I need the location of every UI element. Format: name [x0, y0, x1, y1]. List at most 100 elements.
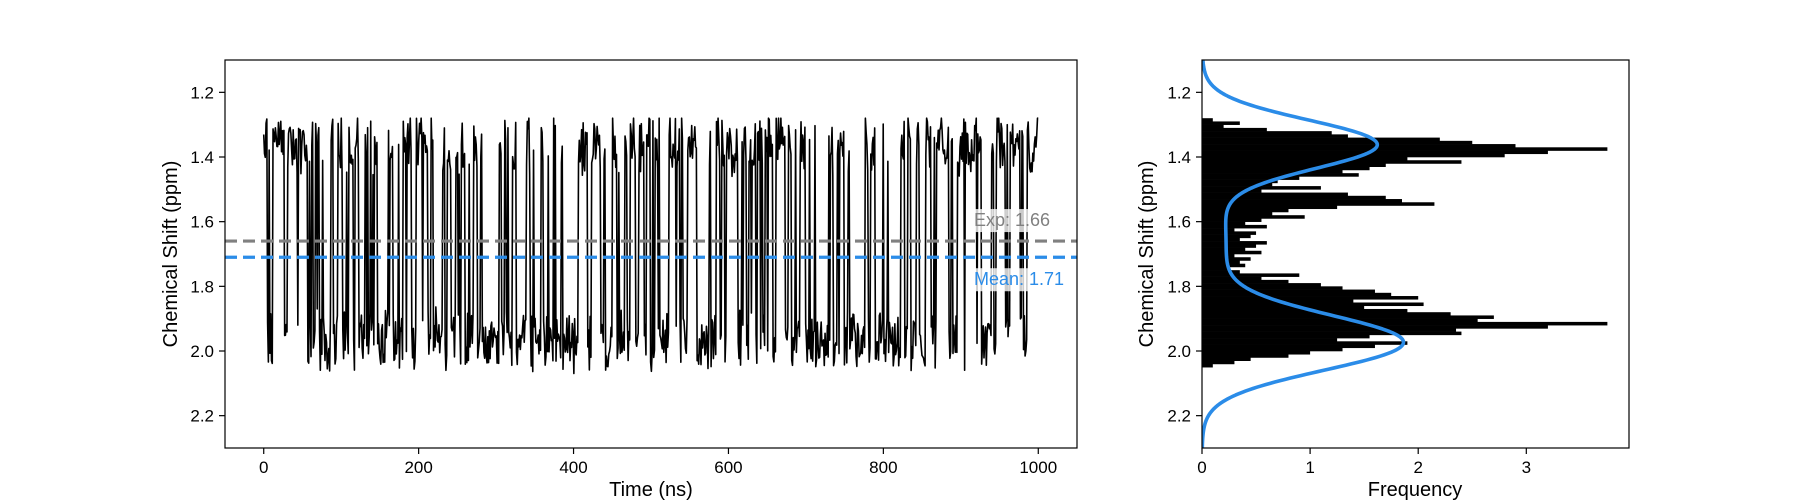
histogram-bar — [1202, 363, 1213, 368]
exp-label-background — [970, 209, 1075, 233]
histogram-bar — [1202, 147, 1608, 151]
left-x-tick-label: 600 — [714, 458, 742, 477]
left-y-tick-label: 1.4 — [190, 148, 214, 167]
histogram-bar — [1202, 318, 1478, 323]
histogram-bar — [1202, 211, 1273, 216]
histogram-bar — [1202, 273, 1300, 277]
histogram-bar — [1202, 296, 1419, 300]
histogram-bar — [1202, 192, 1348, 197]
left-x-ticks: 0 200 400 600 800 1000 — [259, 448, 1057, 477]
histogram-bar — [1202, 166, 1370, 171]
histogram-bar — [1202, 150, 1548, 155]
right-y-axis-label: Chemical Shift (ppm) — [1136, 161, 1158, 348]
exp-label: Exp: 1.66 — [974, 210, 1050, 230]
histogram-bar — [1202, 341, 1408, 345]
histogram-bar — [1202, 270, 1240, 274]
right-x-ticks: 0 1 2 3 — [1197, 448, 1531, 477]
left-y-tick-label: 1.8 — [190, 277, 214, 296]
histogram-bar — [1202, 118, 1213, 122]
histogram-bar — [1202, 302, 1424, 307]
histogram-bar — [1202, 199, 1402, 203]
histogram-bar — [1202, 308, 1408, 313]
histogram-bars — [1202, 118, 1608, 368]
histogram-bar — [1202, 279, 1289, 284]
right-x-tick-label: 1 — [1305, 458, 1314, 477]
histogram-bar — [1202, 182, 1273, 187]
histogram-bar — [1202, 163, 1386, 167]
histogram-bar — [1202, 292, 1392, 297]
histogram-bar — [1202, 221, 1246, 226]
histogram-bar — [1202, 231, 1257, 235]
histogram-bar — [1202, 305, 1365, 310]
histogram-bar — [1202, 140, 1473, 145]
histogram-bar — [1202, 208, 1289, 213]
histogram-bar — [1202, 360, 1235, 365]
histogram-bar — [1202, 247, 1246, 252]
right-y-tick-label: 1.2 — [1167, 83, 1191, 102]
histogram-bar — [1202, 131, 1332, 135]
histogram-bar — [1202, 263, 1246, 268]
histogram-bar — [1202, 315, 1494, 319]
histogram-bar — [1202, 218, 1262, 222]
right-x-axis-label: Frequency — [1368, 479, 1463, 500]
histogram-bar — [1202, 347, 1343, 352]
left-x-tick-label: 400 — [559, 458, 587, 477]
kde-layer — [1202, 60, 1406, 448]
histogram-bar — [1202, 354, 1289, 358]
left-x-tick-label: 0 — [259, 458, 268, 477]
right-y-tick-label: 1.8 — [1167, 277, 1191, 296]
histogram-bar — [1202, 160, 1462, 164]
histogram-bar — [1202, 331, 1462, 336]
histogram-bar — [1202, 338, 1338, 342]
right-x-tick-label: 0 — [1197, 458, 1206, 477]
mean-label-background — [970, 268, 1075, 292]
left-x-axis-label: Time (ns) — [609, 479, 693, 500]
histogram-bar — [1202, 127, 1267, 132]
histogram-bar — [1202, 124, 1224, 129]
kde-curve — [1202, 60, 1406, 448]
histogram-bar — [1202, 357, 1251, 361]
left-x-tick-label: 200 — [404, 458, 432, 477]
left-y-tick-label: 2.2 — [190, 407, 214, 426]
histogram-panel: 0 1 2 3 1.2 1.4 1.6 1.8 2.0 2.2 Frequency Chemic… — [1136, 59, 1630, 500]
histogram-bar — [1202, 334, 1370, 339]
right-y-ticks: 1.2 1.4 1.6 1.8 2.0 2.2 — [1167, 83, 1202, 426]
histogram-bar — [1202, 153, 1505, 158]
histogram-bar — [1202, 244, 1257, 248]
histogram-bar — [1202, 254, 1235, 258]
left-y-ticks: 1.2 1.4 1.6 1.8 2.0 2.2 — [190, 83, 225, 426]
trace-layer — [262, 117, 1039, 375]
histogram-bar — [1202, 215, 1305, 219]
left-y-tick-label: 1.6 — [190, 213, 214, 232]
histogram-bar — [1202, 173, 1359, 177]
histogram-bar — [1202, 157, 1408, 161]
histogram-bar — [1202, 250, 1262, 255]
histogram-bar — [1202, 137, 1440, 142]
mean-label: Mean: 1.71 — [974, 269, 1064, 289]
histogram-bar — [1202, 176, 1300, 180]
histogram-bar — [1202, 205, 1338, 210]
histogram-bar — [1202, 266, 1230, 271]
histogram-bar — [1202, 179, 1278, 184]
histogram-bar — [1202, 289, 1375, 294]
histogram-bar — [1202, 228, 1235, 232]
right-axes-frame — [1201, 59, 1630, 449]
histogram-bar — [1202, 344, 1375, 349]
histogram-bar — [1202, 241, 1267, 245]
left-y-axis-label: Chemical Shift (ppm) — [160, 161, 182, 348]
right-x-tick-label: 3 — [1522, 458, 1531, 477]
time-trace-panel: Exp: 1.66 Mean: 1.71 0 200 400 600 800 1000 1.… — [160, 59, 1078, 500]
right-y-tick-label: 2.0 — [1167, 342, 1191, 361]
right-y-tick-label: 1.4 — [1167, 148, 1191, 167]
histogram-bar — [1202, 134, 1348, 138]
histogram-bar — [1202, 144, 1516, 148]
trace-line — [262, 117, 1039, 375]
histogram-bar — [1202, 276, 1262, 281]
histogram-bar — [1202, 202, 1435, 206]
histogram-bar — [1202, 237, 1240, 242]
left-x-tick-label: 800 — [869, 458, 897, 477]
histogram-bar — [1202, 321, 1608, 326]
histogram-bar — [1202, 328, 1457, 332]
histogram-bar — [1202, 286, 1343, 290]
